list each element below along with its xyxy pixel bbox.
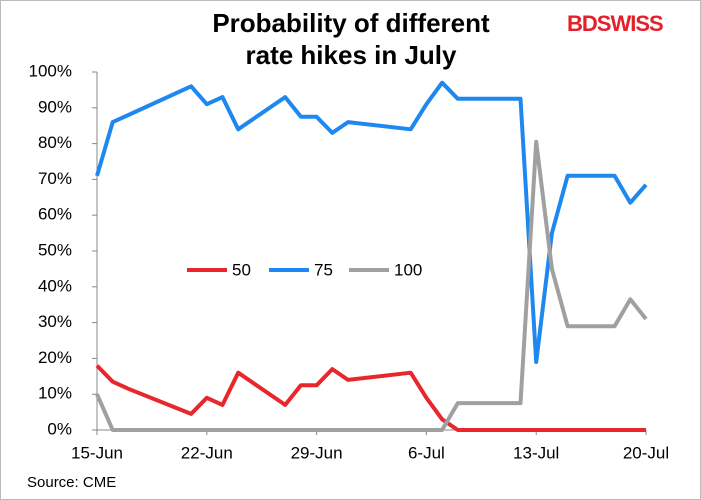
y-tick-label: 0% <box>47 419 72 438</box>
source-note: Source: CME <box>27 474 117 491</box>
y-tick-label: 30% <box>38 312 72 331</box>
y-tick-label: 80% <box>38 133 72 152</box>
series-line <box>95 80 648 364</box>
y-tick-label: 50% <box>38 240 72 259</box>
y-tick-label: 70% <box>38 169 72 188</box>
y-tick-label: 90% <box>38 97 72 116</box>
legend-label: 100 <box>394 260 422 279</box>
x-tick-label: 6-Jul <box>408 443 445 462</box>
brand-logo: BDSWISS <box>567 11 664 36</box>
y-tick-label: 40% <box>38 276 72 295</box>
x-tick-label: 29-Jun <box>291 443 343 462</box>
x-tick-label: 22-Jun <box>181 443 233 462</box>
x-tick-label: 13-Jul <box>513 443 559 462</box>
chart-title-box: Probability of different rate hikes in J… <box>151 7 551 71</box>
y-tick-label: 20% <box>38 348 72 367</box>
x-tick-label: 15-Jun <box>71 443 123 462</box>
legend-label: 75 <box>314 260 333 279</box>
x-tick-label: 20-Jul <box>623 443 669 462</box>
y-tick-label: 60% <box>38 205 72 224</box>
chart-title: Probability of different rate hikes in J… <box>212 8 490 70</box>
series-line <box>95 364 646 432</box>
y-tick-label: 10% <box>38 384 72 403</box>
y-tick-label: 100% <box>29 61 72 80</box>
series-line <box>95 139 648 432</box>
legend-label: 50 <box>232 260 251 279</box>
